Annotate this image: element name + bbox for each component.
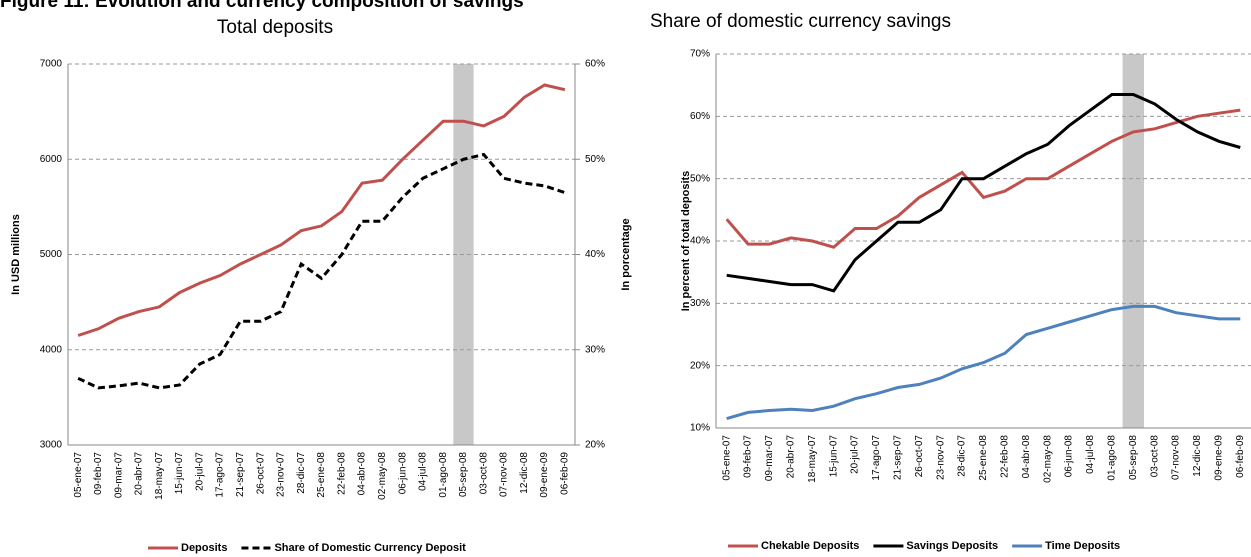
- x-tick-label: 05-sep-08: [458, 452, 469, 497]
- x-tick-label: 15-jun-07: [828, 435, 839, 478]
- x-tick-label: 09-feb-07: [93, 452, 104, 495]
- x-tick-label: 09-mar-07: [113, 452, 124, 499]
- x-tick-label: 20-abr-07: [786, 435, 797, 479]
- x-tick-label: 02-may-08: [1042, 435, 1053, 483]
- x-tick-label: 26-oct-07: [255, 452, 266, 495]
- series-line: [725, 108, 1241, 249]
- y-tick-label: 60%: [690, 111, 710, 122]
- x-tick-label: 09-ene-09: [1214, 435, 1225, 481]
- x-tick-label: 25-ene-08: [316, 452, 327, 498]
- chart-title: Total deposits: [217, 17, 333, 38]
- x-tick-label: 04-abr-08: [357, 452, 368, 496]
- legend-label: Share of Domestic Currency Deposit: [274, 542, 466, 554]
- x-tick-label: 01-ago-08: [1107, 435, 1118, 481]
- x-tick-label: 28-dic-07: [957, 435, 968, 477]
- x-tick-label: 21-sep-07: [235, 452, 246, 497]
- x-tick-label: 06-feb-09: [1235, 435, 1246, 478]
- x-tick-label: 09-ene-09: [539, 452, 550, 498]
- y2-tick-label: 40%: [585, 249, 605, 260]
- y-tick-label: 3000: [40, 440, 63, 451]
- chart-title: Share of domestic currency savings: [650, 11, 951, 32]
- y-tick-label: 40%: [690, 236, 710, 247]
- y2-tick-label: 30%: [585, 344, 605, 355]
- x-tick-label: 06-jun-08: [1064, 435, 1075, 478]
- y-tick-label: 70%: [690, 49, 710, 60]
- y-tick-label: 6000: [40, 154, 63, 165]
- x-tick-label: 15-jun-07: [174, 452, 185, 495]
- x-tick-label: 06-jun-08: [397, 452, 408, 495]
- figure-title: Figure 11: Evolution and currency compos…: [0, 0, 524, 12]
- y-tick-label: 7000: [40, 59, 63, 70]
- series-line: [726, 93, 1241, 293]
- legend-label: Savings Deposits: [906, 540, 998, 552]
- x-tick-label: 20-abr-07: [134, 452, 145, 496]
- x-tick-label: 04-jul-08: [1085, 435, 1096, 474]
- highlight-band: [1122, 54, 1144, 428]
- y-tick-label: 5000: [40, 249, 63, 260]
- x-tick-label: 20-jul-07: [194, 452, 205, 491]
- x-tick-label: 22-feb-08: [1000, 435, 1011, 478]
- x-tick-label: 07-nov-08: [1171, 435, 1182, 480]
- legend-label: Chekable Deposits: [761, 540, 859, 552]
- x-tick-label: 12-dic-08: [519, 452, 530, 494]
- y-tick-label: 20%: [690, 360, 710, 371]
- x-tick-label: 22-feb-08: [336, 452, 347, 495]
- series-line: [726, 304, 1241, 421]
- x-tick-label: 03-oct-08: [1149, 435, 1160, 478]
- y2-tick-label: 50%: [585, 154, 605, 165]
- x-tick-label: 20-jul-07: [850, 435, 861, 474]
- x-tick-label: 05-sep-08: [1128, 435, 1139, 480]
- x-tick-label: 18-may-07: [154, 452, 165, 500]
- y2-tick-label: 60%: [585, 59, 605, 70]
- x-tick-label: 21-sep-07: [893, 435, 904, 480]
- x-tick-label: 05-ene-07: [73, 452, 84, 498]
- x-tick-label: 07-nov-08: [499, 452, 510, 497]
- x-tick-label: 05-ene-07: [721, 435, 732, 481]
- y-tick-label: 30%: [690, 298, 710, 309]
- y2-tick-label: 20%: [585, 440, 605, 451]
- x-tick-label: 17-ago-07: [215, 452, 226, 498]
- y-tick-label: 50%: [690, 173, 710, 184]
- x-tick-label: 01-ago-08: [438, 452, 449, 498]
- x-tick-label: 17-ago-07: [871, 435, 882, 481]
- series-line: [77, 83, 566, 337]
- x-tick-label: 09-feb-07: [743, 435, 754, 478]
- x-tick-label: 09-mar-07: [764, 435, 775, 482]
- x-tick-label: 18-may-07: [807, 435, 818, 483]
- y-tick-label: 4000: [40, 344, 63, 355]
- x-tick-label: 25-ene-08: [978, 435, 989, 481]
- x-tick-label: 23-nov-07: [276, 452, 287, 497]
- x-tick-label: 12-dic-08: [1192, 435, 1203, 477]
- x-tick-label: 02-may-08: [377, 452, 388, 500]
- x-tick-label: 04-abr-08: [1021, 435, 1032, 479]
- x-tick-label: 23-nov-07: [935, 435, 946, 480]
- y-tick-label: 10%: [690, 423, 710, 434]
- series-line: [77, 152, 566, 390]
- x-tick-label: 26-oct-07: [914, 435, 925, 478]
- x-tick-label: 06-feb-09: [560, 452, 571, 495]
- legend-label: Time Deposits: [1045, 540, 1120, 552]
- y-axis-title: In USD millions: [10, 214, 22, 295]
- x-tick-label: 03-oct-08: [478, 452, 489, 495]
- y-axis-title: In percent of total deposits: [680, 171, 692, 312]
- y2-axis-title: In porcentage: [620, 218, 632, 290]
- legend-label: Deposits: [181, 542, 227, 554]
- x-tick-label: 04-jul-08: [418, 452, 429, 491]
- x-tick-label: 28-dic-07: [296, 452, 307, 494]
